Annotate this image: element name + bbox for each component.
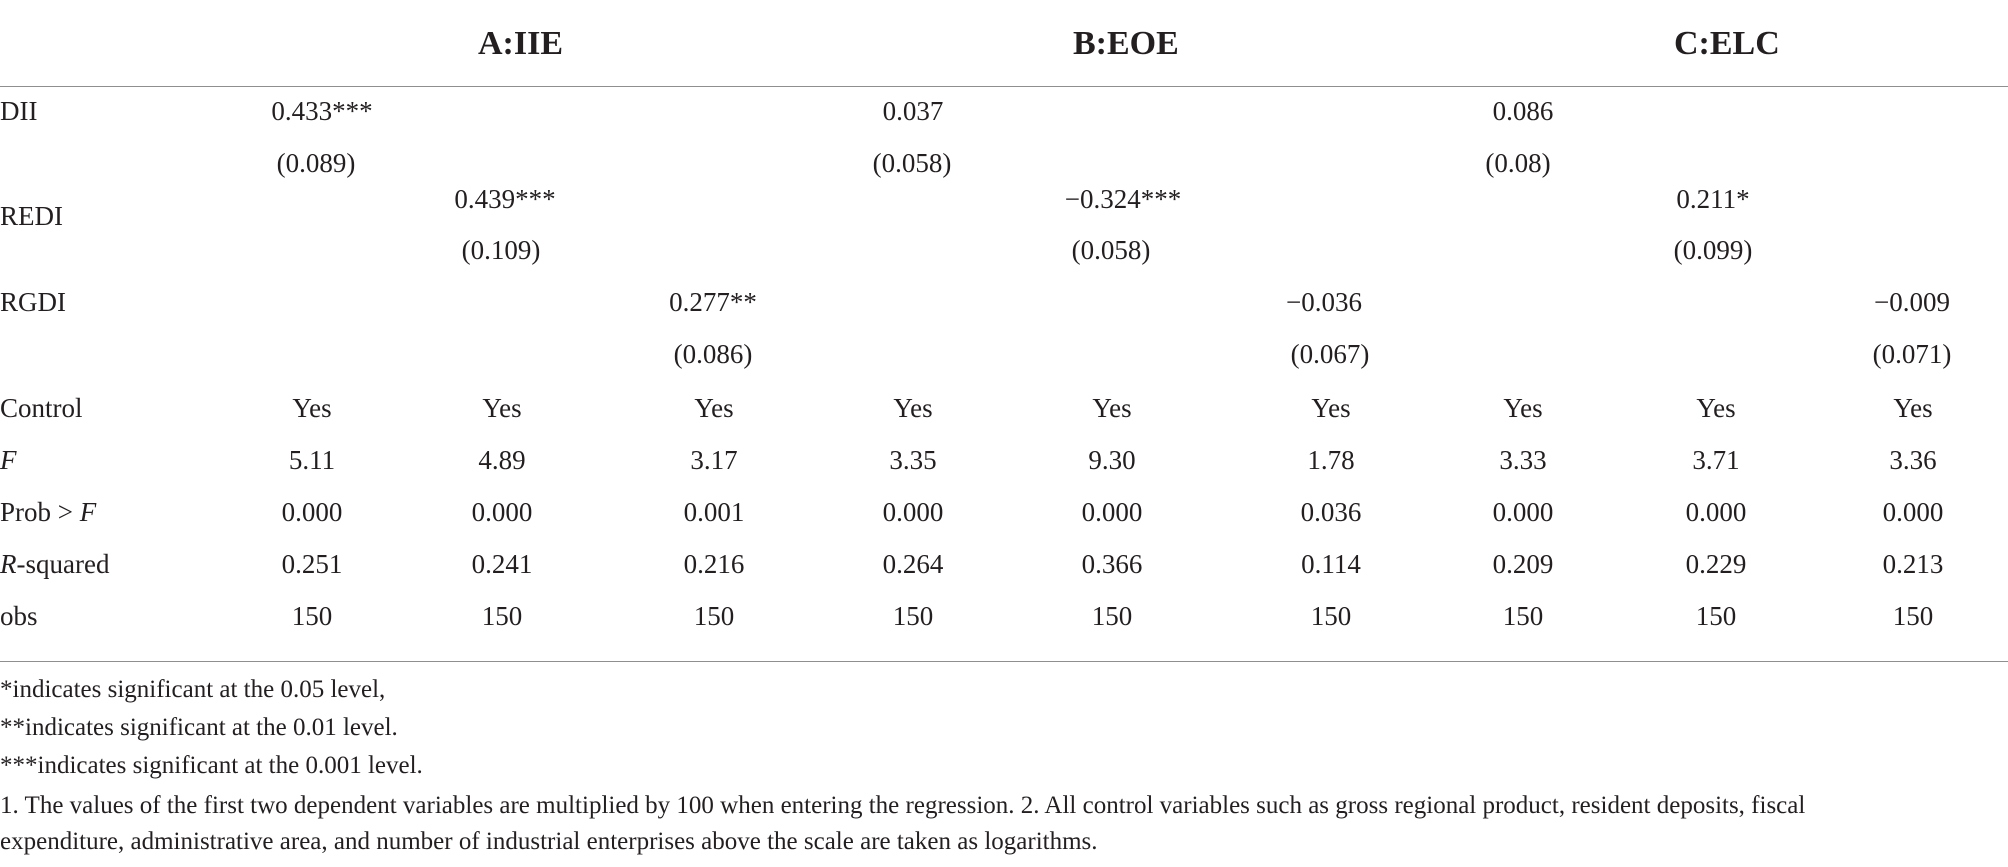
stat-cell-obs: 150 [892,601,934,631]
dii-se-a: (0.089) [276,148,356,178]
rgdi-coef-b: −0.036 [1286,287,1362,317]
stat-cell-control: Yes [1311,393,1351,423]
redi-se-b: (0.058) [1071,235,1151,265]
row-label-text: obs [0,601,38,631]
stat-cell-r-squared: 0.229 [1685,549,1747,579]
stat-cell-obs: 150 [291,601,333,631]
stat-cell-r-squared: 0.213 [1882,549,1944,579]
row-label-italic-symbol: F [79,497,97,527]
stat-cell-control: Yes [1092,393,1132,423]
row-label-obs: obs [0,601,38,631]
row-label-text: Control [0,393,83,423]
stat-cell-f-stat: 3.17 [690,445,738,475]
stat-cell-r-squared: 0.216 [683,549,745,579]
stat-cell-r-squared: 0.241 [471,549,533,579]
row-label-text: Prob > [0,497,80,527]
stat-cell-f-stat: 3.33 [1499,445,1547,475]
stat-cell-prob-f: 0.000 [281,497,343,527]
rgdi-coef-a: 0.277** [669,287,757,317]
note-regression-details-continued: expenditure, administrative area, and nu… [0,828,1098,855]
stat-cell-obs: 150 [481,601,523,631]
stat-cell-control: Yes [482,393,522,423]
stat-cell-prob-f: 0.000 [882,497,944,527]
stat-cell-obs: 150 [1892,601,1934,631]
row-label-suffix: -squared [16,549,110,579]
redi-coef-b: −0.324*** [1064,184,1182,214]
stat-cell-prob-f: 0.000 [1882,497,1944,527]
row-label-redi: REDI [0,201,63,231]
stat-cell-f-stat: 1.78 [1307,445,1355,475]
stat-cell-obs: 150 [1695,601,1737,631]
row-label-dii: DII [0,96,38,126]
note-regression-details: 1. The values of the first two dependent… [0,792,1806,819]
stat-cell-f-stat: 5.11 [288,445,336,475]
header-rule [0,86,2008,87]
dii-se-b: (0.058) [872,148,952,178]
redi-se-a: (0.109) [461,235,541,265]
redi-se-c: (0.099) [1673,235,1753,265]
stat-cell-r-squared: 0.251 [281,549,343,579]
row-label-f-stat: F [0,445,17,475]
note-significance-0001: ***indicates significant at the 0.001 le… [0,752,423,779]
stat-cell-prob-f: 0.000 [1685,497,1747,527]
stat-cell-obs: 150 [693,601,735,631]
stat-cell-r-squared: 0.366 [1081,549,1143,579]
stat-cell-r-squared: 0.114 [1301,549,1361,579]
note-significance-001: **indicates significant at the 0.01 leve… [0,714,398,741]
redi-coef-a: 0.439*** [454,184,556,214]
header-c-elc: C:ELC [1674,25,1780,62]
stat-cell-control: Yes [1503,393,1543,423]
row-label-prob-f: Prob > F [0,497,96,527]
dii-coef-b: 0.037 [882,96,944,126]
stat-cell-prob-f: 0.000 [471,497,533,527]
row-label-rgdi: RGDI [0,287,66,317]
row-label-r-squared: R-squared [0,549,109,579]
row-label-italic-symbol: R [0,549,17,579]
rgdi-se-a: (0.086) [673,339,753,369]
stat-cell-obs: 150 [1502,601,1544,631]
dii-coef-a: 0.433*** [271,96,373,126]
bottom-rule [0,661,2008,662]
stat-cell-prob-f: 0.000 [1081,497,1143,527]
rgdi-se-b: (0.067) [1290,339,1370,369]
header-a-iie: A:IIE [478,25,564,62]
stat-cell-prob-f: 0.001 [683,497,745,527]
stat-cell-control: Yes [893,393,933,423]
stat-cell-f-stat: 4.89 [478,445,526,475]
row-label-italic-symbol: F [0,445,17,475]
dii-se-c: (0.08) [1485,148,1551,178]
row-label-control: Control [0,393,83,423]
stat-cell-f-stat: 3.71 [1692,445,1740,475]
stat-cell-r-squared: 0.209 [1492,549,1554,579]
stat-cell-obs: 150 [1091,601,1133,631]
stat-cell-control: Yes [292,393,332,423]
rgdi-coef-c: −0.009 [1874,287,1950,317]
stat-cell-control: Yes [1893,393,1933,423]
stat-cell-f-stat: 9.30 [1088,445,1136,475]
dii-coef-c: 0.086 [1492,96,1554,126]
note-significance-005: *indicates significant at the 0.05 level… [0,676,386,703]
stat-cell-prob-f: 0.036 [1300,497,1362,527]
rgdi-se-c: (0.071) [1872,339,1952,369]
stat-cell-prob-f: 0.000 [1492,497,1554,527]
redi-coef-c: 0.211* [1676,184,1750,214]
stat-cell-control: Yes [694,393,734,423]
stat-cell-f-stat: 3.35 [889,445,937,475]
stat-cell-f-stat: 3.36 [1889,445,1937,475]
stat-cell-obs: 150 [1310,601,1352,631]
stat-cell-r-squared: 0.264 [882,549,944,579]
stat-cell-control: Yes [1696,393,1736,423]
header-b-eoe: B:EOE [1073,25,1179,62]
